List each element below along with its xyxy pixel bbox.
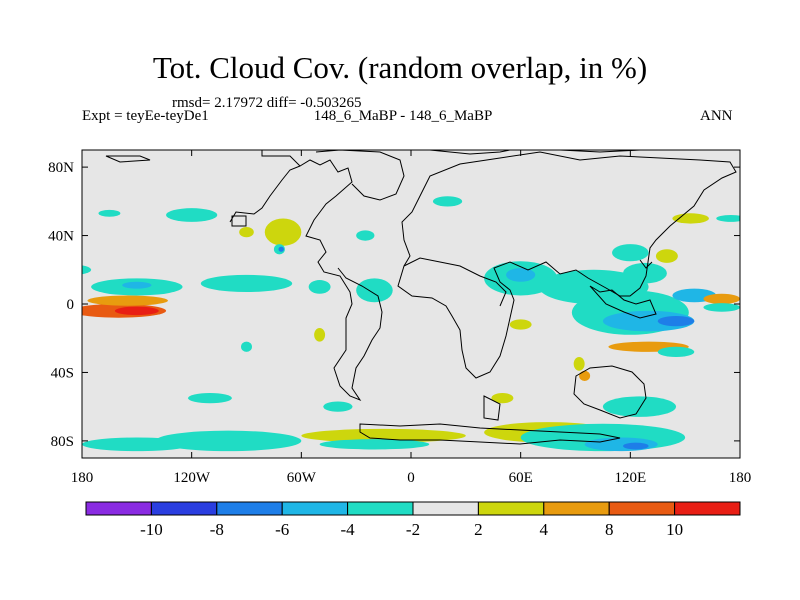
colorbar-swatch-4 — [347, 501, 414, 516]
anomaly-region-15 — [241, 341, 252, 352]
anomaly-region-44 — [82, 437, 192, 452]
anomaly-region-30 — [703, 303, 740, 312]
colorbar-swatch-3 — [281, 501, 349, 516]
anomaly-region-46 — [188, 392, 232, 404]
anomaly-region-43 — [155, 430, 302, 452]
x-tick-label-0: 180 — [71, 470, 94, 486]
colorbar-swatch-8 — [608, 501, 676, 516]
y-tick-label-3: 40S — [51, 365, 74, 381]
colorbar-swatch-5 — [412, 501, 479, 516]
colorbar-label-7: 8 — [605, 520, 614, 539]
coastline-greenland — [315, 150, 405, 201]
coastlines — [105, 150, 737, 445]
anomaly-region-49 — [356, 230, 375, 241]
coastline-africa — [403, 257, 507, 307]
anomaly-region-45 — [319, 439, 430, 450]
y-tick-label-4: 80S — [51, 434, 74, 450]
colorbar-swatch-7 — [543, 501, 610, 516]
colorbar-label-6: 4 — [540, 520, 549, 539]
y-tick-label-0: 80N — [48, 160, 74, 176]
colorbar-label-4: -2 — [406, 520, 420, 539]
coastline-antarctica — [359, 423, 621, 445]
anomaly-field — [82, 196, 740, 452]
x-tick-label-4: 60E — [509, 470, 533, 486]
anomaly-region-14 — [314, 327, 326, 342]
anomaly-region-37 — [602, 396, 677, 417]
experiment-label: Expt = teyEe-teyDe1 — [82, 108, 209, 124]
anomaly-region-36 — [491, 392, 514, 404]
anomaly-region-7 — [82, 265, 92, 275]
anomaly-region-2 — [87, 295, 168, 306]
coastline-americas — [261, 150, 383, 402]
colorbar-label-0: -10 — [140, 520, 163, 539]
anomaly-region-34 — [573, 357, 585, 371]
stats-label: rmsd= 2.17972 diff= -0.503265 — [172, 95, 362, 111]
anomaly-region-11 — [239, 227, 254, 238]
colorbar-swatch-2 — [216, 501, 283, 516]
colorbar: -10 -8 -6 -4 -2 2 4 8 10 — [85, 501, 741, 539]
colorbar-label-5: 2 — [474, 520, 483, 539]
anomaly-region-8 — [166, 208, 218, 222]
colorbar-swatch-9 — [674, 501, 741, 516]
anomaly-region-1 — [114, 306, 159, 316]
coastline-eurasia — [397, 151, 737, 379]
y-tick-label-2: 0 — [67, 297, 75, 313]
x-tick-label-2: 60W — [287, 470, 317, 486]
anomaly-region-47 — [323, 401, 353, 412]
anomaly-region-48 — [432, 196, 463, 207]
anomaly-region-21 — [602, 310, 695, 332]
anomaly-region-9 — [98, 209, 121, 217]
anomaly-region-28 — [716, 215, 740, 222]
x-axis: 180 120W 60W 0 60E 120E 180 — [71, 150, 752, 486]
anomaly-region-42 — [301, 428, 466, 443]
anomaly-region-10 — [264, 218, 302, 246]
anomaly-region-6 — [308, 280, 331, 294]
season-label: ANN — [700, 108, 733, 124]
colorbar-label-3: -4 — [341, 520, 356, 539]
x-tick-label-6: 180 — [729, 470, 752, 486]
chart-title: Tot. Cloud Cov. (random overlap, in %) — [152, 50, 648, 85]
anomaly-region-13 — [278, 246, 284, 252]
y-axis: 80N 40N 0 40S 80S — [48, 160, 740, 450]
anomaly-region-25 — [623, 262, 667, 284]
anomaly-region-41 — [623, 442, 649, 450]
coastline-australia — [573, 365, 647, 419]
anomaly-region-33 — [657, 346, 695, 358]
anomaly-region-29 — [703, 293, 740, 304]
anomaly-region-4 — [122, 281, 152, 289]
x-tick-label-5: 120E — [614, 470, 646, 486]
anomaly-region-16 — [356, 278, 393, 303]
coastline-islands — [105, 155, 657, 421]
x-tick-label-3: 0 — [407, 470, 415, 486]
case-label: 148_6_MaBP - 148_6_MaBP — [313, 108, 493, 124]
colorbar-swatch-6 — [477, 501, 545, 516]
anomaly-region-24 — [612, 244, 649, 262]
y-tick-label-1: 40N — [48, 229, 74, 245]
colorbar-swatch-0 — [85, 501, 152, 516]
colorbar-label-1: -8 — [210, 520, 224, 539]
anomaly-region-35 — [579, 370, 591, 381]
anomaly-region-5 — [200, 274, 293, 293]
anomaly-region-27 — [672, 213, 709, 224]
colorbar-label-8: 10 — [666, 520, 683, 539]
anomaly-region-18 — [506, 268, 536, 282]
x-tick-label-1: 120W — [173, 470, 211, 486]
colorbar-swatch-1 — [150, 501, 218, 516]
colorbar-label-2: -6 — [275, 520, 289, 539]
coastline-north-america-west — [229, 165, 301, 223]
anomaly-region-22 — [657, 315, 695, 327]
anomaly-region-26 — [655, 249, 678, 263]
anomaly-region-31 — [509, 319, 532, 330]
